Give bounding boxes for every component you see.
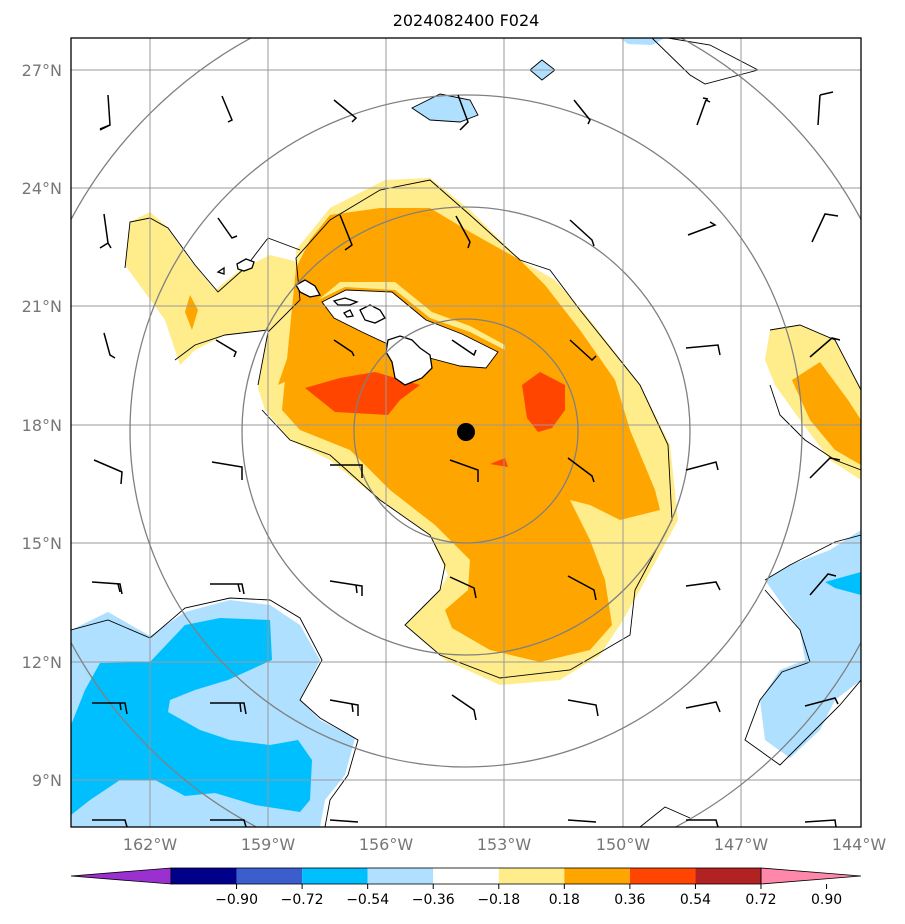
lon-label: 150°W [596, 835, 651, 854]
island-molokai [332, 297, 359, 306]
colorbar-extend-high [760, 867, 862, 885]
lat-label: 24°N [22, 179, 62, 198]
island-oahu [295, 279, 322, 298]
island-niihau [236, 258, 255, 272]
colorbar-tick-label: 0.36 [614, 892, 645, 908]
colorbar-extend-low [70, 867, 172, 885]
wind-barbs [91, 91, 841, 827]
lat-label: 21°N [22, 297, 62, 316]
contour-red-orange-east [522, 372, 565, 432]
colorbar-frame [170, 867, 762, 885]
colorbar-segment [236, 868, 303, 884]
storm-center-marker [457, 423, 475, 441]
colorbar-tick-label: 0.90 [811, 892, 842, 908]
island-hawaii [385, 335, 433, 386]
lat-label: 15°N [22, 534, 62, 553]
lon-labels: 162°W 159°W 156°W 153°W 150°W 147°W 144°… [123, 835, 887, 854]
lon-label: 147°W [714, 835, 769, 854]
colorbar-segment [171, 868, 237, 884]
lon-label: 162°W [123, 835, 178, 854]
colorbar-tick-label: −0.18 [477, 892, 520, 908]
island-lanai [343, 309, 354, 318]
lat-label: 12°N [22, 653, 62, 672]
colorbar-tick-label: 0.18 [549, 892, 580, 908]
colorbar-tick-label: −0.54 [346, 892, 389, 908]
lat-labels: 27°N 24°N 21°N 18°N 15°N 12°N 9°N [22, 61, 62, 790]
colorbar-tick-label: −0.36 [412, 892, 455, 908]
colorbar-segment [498, 868, 565, 884]
contour-deep-blue-se [825, 572, 861, 595]
lon-label: 153°W [477, 835, 532, 854]
island-maui [359, 304, 386, 324]
colorbar-segment [367, 868, 434, 884]
lat-label: 9°N [32, 771, 62, 790]
colorbar-tick-label: 0.54 [680, 892, 711, 908]
lon-label: 159°W [241, 835, 296, 854]
map-frame [70, 37, 862, 828]
contour-light-yellow-arm [125, 212, 300, 365]
contour-red-orange-west [305, 372, 420, 415]
contour-deep-blue-sw [71, 618, 312, 815]
map-title: 2024082400 F024 [393, 11, 540, 30]
colorbar-tick-label: 0.72 [745, 892, 776, 908]
coastlines [216, 258, 433, 386]
colorbar-segment [629, 868, 696, 884]
lat-label: 27°N [22, 61, 62, 80]
range-rings [71, 38, 861, 827]
colorbar-tick-label: −0.72 [281, 892, 324, 908]
colorbar: −0.90 −0.72 −0.54 −0.36 −0.18 0.18 0.36 0.54 0.7… [70, 867, 862, 908]
colorbar-segment [302, 868, 368, 884]
contour-orange-hole-mask [318, 282, 505, 350]
colorbar-segment [433, 868, 499, 884]
colorbar-segment [695, 868, 761, 884]
lat-label: 18°N [22, 416, 62, 435]
lon-label: 156°W [359, 835, 414, 854]
contour-orange-east [792, 362, 861, 465]
island-kauai-small [216, 266, 225, 275]
map-content [71, 38, 861, 827]
lon-label: 144°W [832, 835, 887, 854]
contour-orange-arm [185, 295, 198, 330]
contour-light-blue-n1 [412, 94, 478, 122]
colorbar-tick-label: −0.90 [215, 892, 258, 908]
colorbar-segment [564, 868, 630, 884]
